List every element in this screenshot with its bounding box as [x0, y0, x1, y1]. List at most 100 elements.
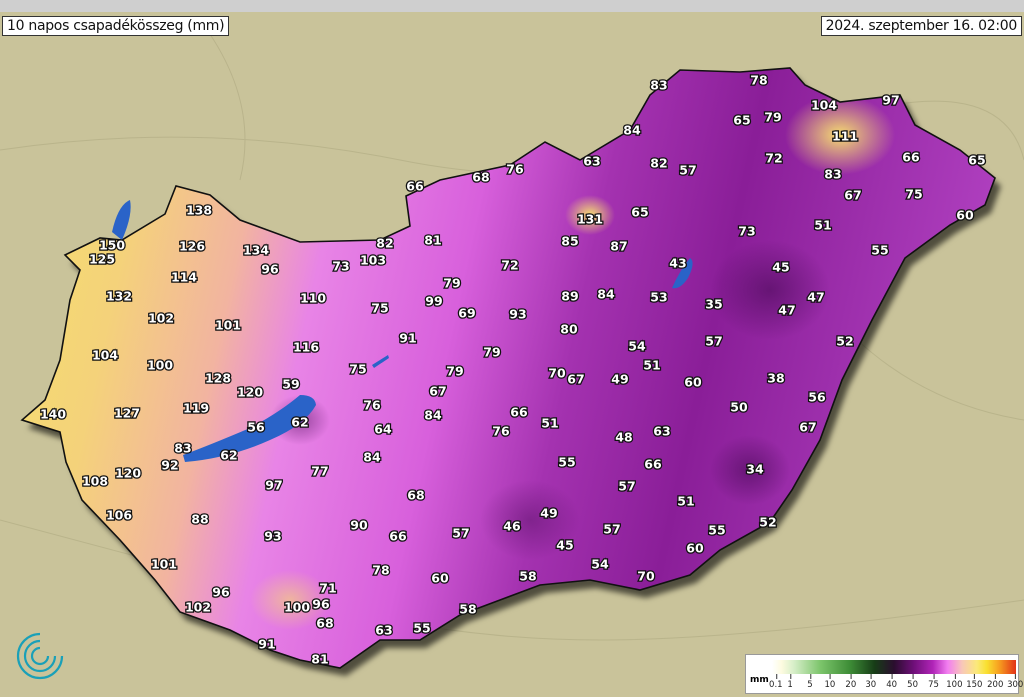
station-value: 45: [556, 538, 573, 553]
station-value: 49: [540, 506, 557, 521]
station-value: 90: [350, 518, 368, 533]
station-value: 35: [705, 297, 722, 312]
station-value: 116: [293, 340, 319, 355]
station-value: 83: [174, 441, 191, 456]
station-value: 54: [628, 339, 646, 354]
station-value: 85: [561, 234, 578, 249]
station-value: 97: [882, 93, 899, 108]
station-value: 62: [291, 415, 308, 430]
station-value: 104: [811, 98, 837, 113]
station-value: 63: [375, 623, 392, 638]
station-value: 45: [772, 260, 789, 275]
station-value: 102: [148, 311, 174, 326]
station-value: 38: [767, 371, 784, 386]
station-value: 82: [650, 156, 667, 171]
station-value: 78: [372, 563, 389, 578]
lake-velence: [372, 355, 389, 368]
station-value: 75: [371, 301, 388, 316]
station-value: 66: [644, 457, 662, 472]
station-value: 79: [483, 345, 500, 360]
station-value: 64: [374, 422, 392, 437]
station-value: 78: [750, 73, 767, 88]
station-value: 53: [650, 290, 667, 305]
station-value: 99: [425, 294, 442, 309]
logo-icon: [16, 632, 64, 680]
station-value: 60: [431, 571, 449, 586]
station-value: 57: [705, 334, 722, 349]
station-value: 93: [509, 307, 526, 322]
station-value: 138: [186, 203, 212, 218]
station-value: 79: [443, 276, 460, 291]
legend-color-bar: [772, 660, 1016, 674]
station-value: 72: [501, 258, 518, 273]
station-value: 84: [623, 123, 641, 138]
station-value: 91: [258, 637, 275, 652]
station-value: 108: [82, 474, 108, 489]
station-value: 100: [284, 600, 310, 615]
station-value: 125: [89, 252, 115, 267]
station-value: 120: [115, 466, 141, 481]
station-value: 51: [677, 494, 694, 509]
station-value: 119: [183, 401, 209, 416]
station-value: 51: [643, 358, 660, 373]
station-value: 76: [363, 398, 381, 413]
legend-tick-label: 30: [865, 674, 877, 690]
station-value: 67: [799, 420, 816, 435]
station-value: 67: [429, 384, 446, 399]
station-value: 59: [282, 377, 299, 392]
station-value: 65: [733, 113, 750, 128]
station-value: 114: [171, 270, 197, 285]
legend-tick-label: 300: [1007, 674, 1024, 690]
station-value: 68: [407, 488, 424, 503]
map-title: 10 napos csapadékösszeg (mm): [2, 16, 230, 36]
station-value: 60: [684, 375, 702, 390]
station-value: 46: [503, 519, 521, 534]
station-value: 69: [458, 306, 475, 321]
station-value: 126: [179, 239, 205, 254]
station-value: 84: [424, 408, 442, 423]
station-value: 50: [730, 400, 748, 415]
station-value: 104: [92, 348, 118, 363]
station-value: 71: [319, 581, 336, 596]
station-value: 89: [561, 289, 578, 304]
station-value: 101: [215, 318, 241, 333]
station-value: 51: [541, 416, 558, 431]
station-value: 58: [459, 602, 476, 617]
station-value: 131: [577, 212, 603, 227]
station-value: 52: [759, 515, 776, 530]
station-value: 132: [106, 289, 132, 304]
station-value: 87: [610, 239, 627, 254]
station-value: 82: [376, 236, 393, 251]
station-value: 48: [615, 430, 632, 445]
station-value: 57: [603, 522, 620, 537]
station-value: 66: [902, 150, 920, 165]
station-value: 49: [611, 372, 628, 387]
station-value: 96: [261, 262, 279, 277]
station-value: 81: [311, 652, 328, 667]
legend-tick-label: 40: [886, 674, 898, 690]
station-value: 55: [413, 621, 430, 636]
station-value: 75: [905, 187, 922, 202]
legend-tick-label: 20: [845, 674, 857, 690]
station-value: 106: [106, 508, 132, 523]
legend-tick-label: 150: [966, 674, 983, 690]
station-value: 111: [832, 129, 858, 144]
station-value: 55: [871, 243, 888, 258]
station-value: 75: [349, 362, 366, 377]
station-value: 101: [151, 557, 177, 572]
legend-tick-label: 200: [987, 674, 1004, 690]
station-value: 66: [389, 529, 407, 544]
station-value: 65: [968, 153, 985, 168]
station-value: 88: [191, 512, 208, 527]
station-value: 57: [618, 479, 635, 494]
station-value: 73: [738, 224, 755, 239]
station-value: 128: [205, 371, 231, 386]
station-value: 76: [492, 424, 510, 439]
station-value: 67: [567, 372, 584, 387]
station-value: 73: [332, 259, 349, 274]
station-value: 102: [185, 600, 211, 615]
station-value: 66: [406, 179, 424, 194]
station-value: 96: [212, 585, 230, 600]
station-value: 51: [814, 218, 831, 233]
